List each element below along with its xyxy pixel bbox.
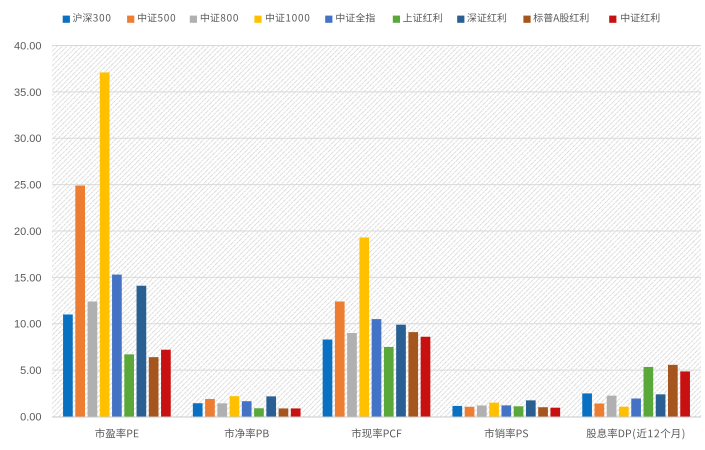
- svg-text:10.00: 10.00: [14, 319, 42, 331]
- svg-text:25.00: 25.00: [14, 180, 42, 192]
- svg-text:0.00: 0.00: [20, 411, 41, 423]
- svg-text:30.00: 30.00: [14, 133, 42, 145]
- svg-text:15.00: 15.00: [14, 272, 42, 284]
- svg-text:40.00: 40.00: [14, 40, 42, 52]
- svg-text:20.00: 20.00: [14, 226, 42, 238]
- svg-text:35.00: 35.00: [14, 87, 42, 99]
- svg-text:5.00: 5.00: [20, 365, 41, 377]
